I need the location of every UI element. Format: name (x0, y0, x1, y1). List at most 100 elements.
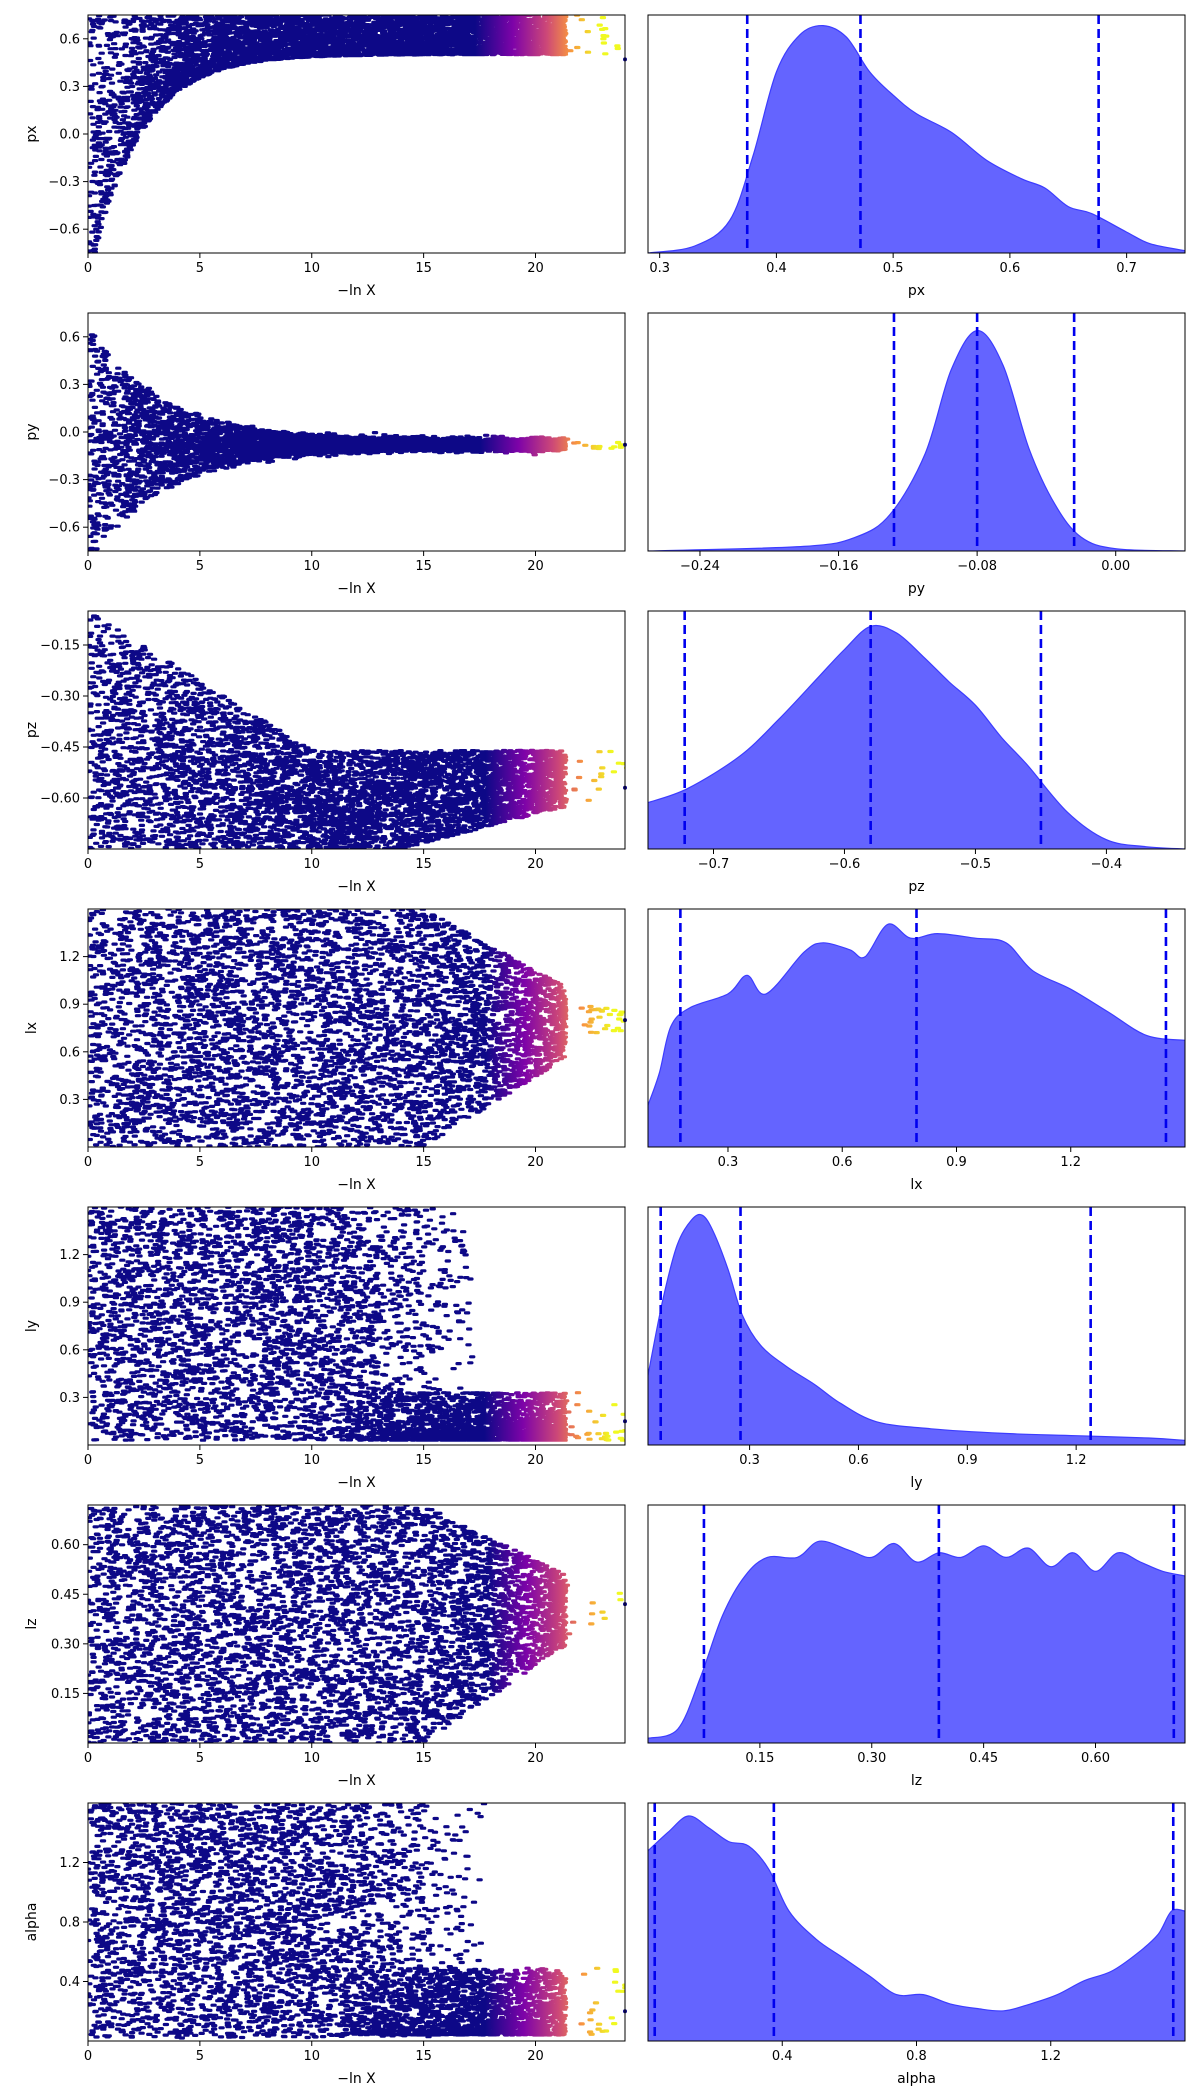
x-tick-label: 15 (415, 559, 432, 574)
x-tick-label: 0 (84, 2049, 92, 2064)
y-tick-label: −0.60 (40, 792, 80, 807)
y-tick-label: −0.6 (48, 223, 80, 238)
y-tick-label: 0.60 (51, 1538, 80, 1553)
x-axis-label: −ln X (337, 879, 376, 895)
y-tick-label: 0.6 (59, 1045, 80, 1060)
x-tick-label: 0.8 (906, 2049, 927, 2064)
x-tick-label: 0.00 (1101, 559, 1130, 574)
x-tick-label: 10 (303, 559, 320, 574)
x-tick-label: −0.7 (698, 857, 730, 872)
scatter-points (88, 333, 625, 551)
x-tick-label: −0.5 (960, 857, 992, 872)
kde-area (648, 1541, 1185, 1743)
x-tick-label: 15 (415, 261, 432, 276)
posterior-frame (647, 1504, 1186, 1744)
x-tick-label: −0.4 (1091, 857, 1123, 872)
x-tick-label: 10 (303, 1155, 320, 1170)
y-tick-label: −0.45 (40, 741, 80, 756)
x-tick-label: 5 (196, 261, 204, 276)
kde-area (648, 625, 1185, 849)
y-tick-label: 0.9 (59, 1296, 80, 1311)
kde-edge (648, 1213, 1185, 1441)
trace-panel-px: 0 5 10 15 20 −0.6 −0.3 0.0 0.3 0.6 −ln X px (24, 14, 627, 299)
y-tick-label: −0.3 (48, 473, 80, 488)
x-axis-label: −ln X (337, 1773, 376, 1789)
x-axis-label: lx (910, 1177, 922, 1193)
x-tick-label: −0.08 (957, 559, 997, 574)
x-tick-label: 10 (303, 1453, 320, 1468)
y-tick-label: 0.4 (59, 1975, 80, 1990)
x-axis-label: px (908, 283, 925, 299)
x-axis-label: ly (910, 1475, 922, 1491)
x-axis-label: pz (908, 879, 924, 895)
trace-frame (87, 908, 626, 1148)
trace-frame (87, 1504, 626, 1744)
x-tick-label: 20 (527, 1453, 544, 1468)
x-tick-label: 0 (84, 857, 92, 872)
y-tick-label: 1.2 (59, 950, 80, 965)
scatter-points (88, 1207, 625, 1442)
trace-panel-lx: 0 5 10 15 20 0.3 0.6 0.9 1.2 −ln X lx (24, 908, 627, 1193)
x-tick-label: 10 (303, 857, 320, 872)
x-tick-label: 0.15 (745, 1751, 774, 1766)
x-tick-label: 10 (303, 261, 320, 276)
posterior-frame (647, 14, 1186, 254)
x-tick-label: 20 (527, 2049, 544, 2064)
y-tick-label: 0.30 (51, 1637, 80, 1652)
x-tick-label: 0.6 (848, 1453, 869, 1468)
x-tick-label: 0.9 (946, 1155, 967, 1170)
x-tick-label: 5 (196, 1155, 204, 1170)
kde-edge (648, 330, 1185, 551)
kde-edge (648, 923, 1185, 1106)
y-tick-label: 0.9 (59, 998, 80, 1013)
posterior-frame (647, 312, 1186, 552)
x-tick-label: 1.2 (1060, 1155, 1081, 1170)
x-tick-label: 5 (196, 857, 204, 872)
x-tick-label: 1.2 (1066, 1453, 1087, 1468)
x-tick-label: 15 (415, 2049, 432, 2064)
x-tick-label: 15 (415, 1453, 432, 1468)
y-tick-label: 0.0 (59, 128, 80, 143)
x-tick-label: 5 (196, 1453, 204, 1468)
x-axis-label: alpha (897, 2071, 936, 2087)
trace-panel-alpha: 0 5 10 15 20 0.4 0.8 1.2 −ln X alpha (24, 1802, 627, 2087)
x-tick-label: 0 (84, 1155, 92, 1170)
y-tick-label: 0.0 (59, 426, 80, 441)
y-tick-label: −0.3 (48, 175, 80, 190)
x-tick-label: 20 (527, 559, 544, 574)
x-tick-label: 1.2 (1040, 2049, 1061, 2064)
scatter-points (88, 15, 625, 253)
y-tick-label: 0.8 (59, 1916, 80, 1931)
trace-panel-py: 0 5 10 15 20 −0.6 −0.3 0.0 0.3 0.6 −ln X py (24, 312, 627, 597)
x-tick-label: 0 (84, 261, 92, 276)
posterior-panel-lz: 0.15 0.30 0.45 0.60 lz (647, 1504, 1186, 1789)
x-tick-label: 10 (303, 1751, 320, 1766)
x-tick-label: −0.16 (819, 559, 859, 574)
x-axis-label: −ln X (337, 581, 376, 597)
x-tick-label: 0 (84, 1751, 92, 1766)
kde-area (648, 330, 1185, 551)
y-tick-label: 0.3 (59, 1093, 80, 1108)
y-tick-label: 1.2 (59, 1248, 80, 1263)
x-axis-label: −ln X (337, 1475, 376, 1491)
posterior-frame (647, 1206, 1186, 1446)
x-axis-label: −ln X (337, 283, 376, 299)
kde-edge (648, 624, 1185, 849)
x-tick-label: 20 (527, 1751, 544, 1766)
kde-area (648, 1815, 1185, 2041)
x-tick-label: 5 (196, 1751, 204, 1766)
x-axis-label: py (908, 581, 925, 597)
y-tick-label: 0.6 (59, 1343, 80, 1358)
x-tick-label: 15 (415, 1751, 432, 1766)
posterior-panel-pz: −0.7 −0.6 −0.5 −0.4 pz (647, 610, 1186, 895)
x-tick-label: −0.24 (680, 559, 720, 574)
x-tick-label: 5 (196, 559, 204, 574)
scatter-points (88, 909, 625, 1147)
y-tick-label: −0.30 (40, 690, 80, 705)
x-tick-label: 0.6 (832, 1155, 853, 1170)
y-axis-label: lx (24, 1022, 40, 1034)
x-tick-label: 0.3 (739, 1453, 760, 1468)
x-tick-label: 10 (303, 2049, 320, 2064)
x-tick-label: 20 (527, 261, 544, 276)
x-tick-label: 0.45 (969, 1751, 998, 1766)
